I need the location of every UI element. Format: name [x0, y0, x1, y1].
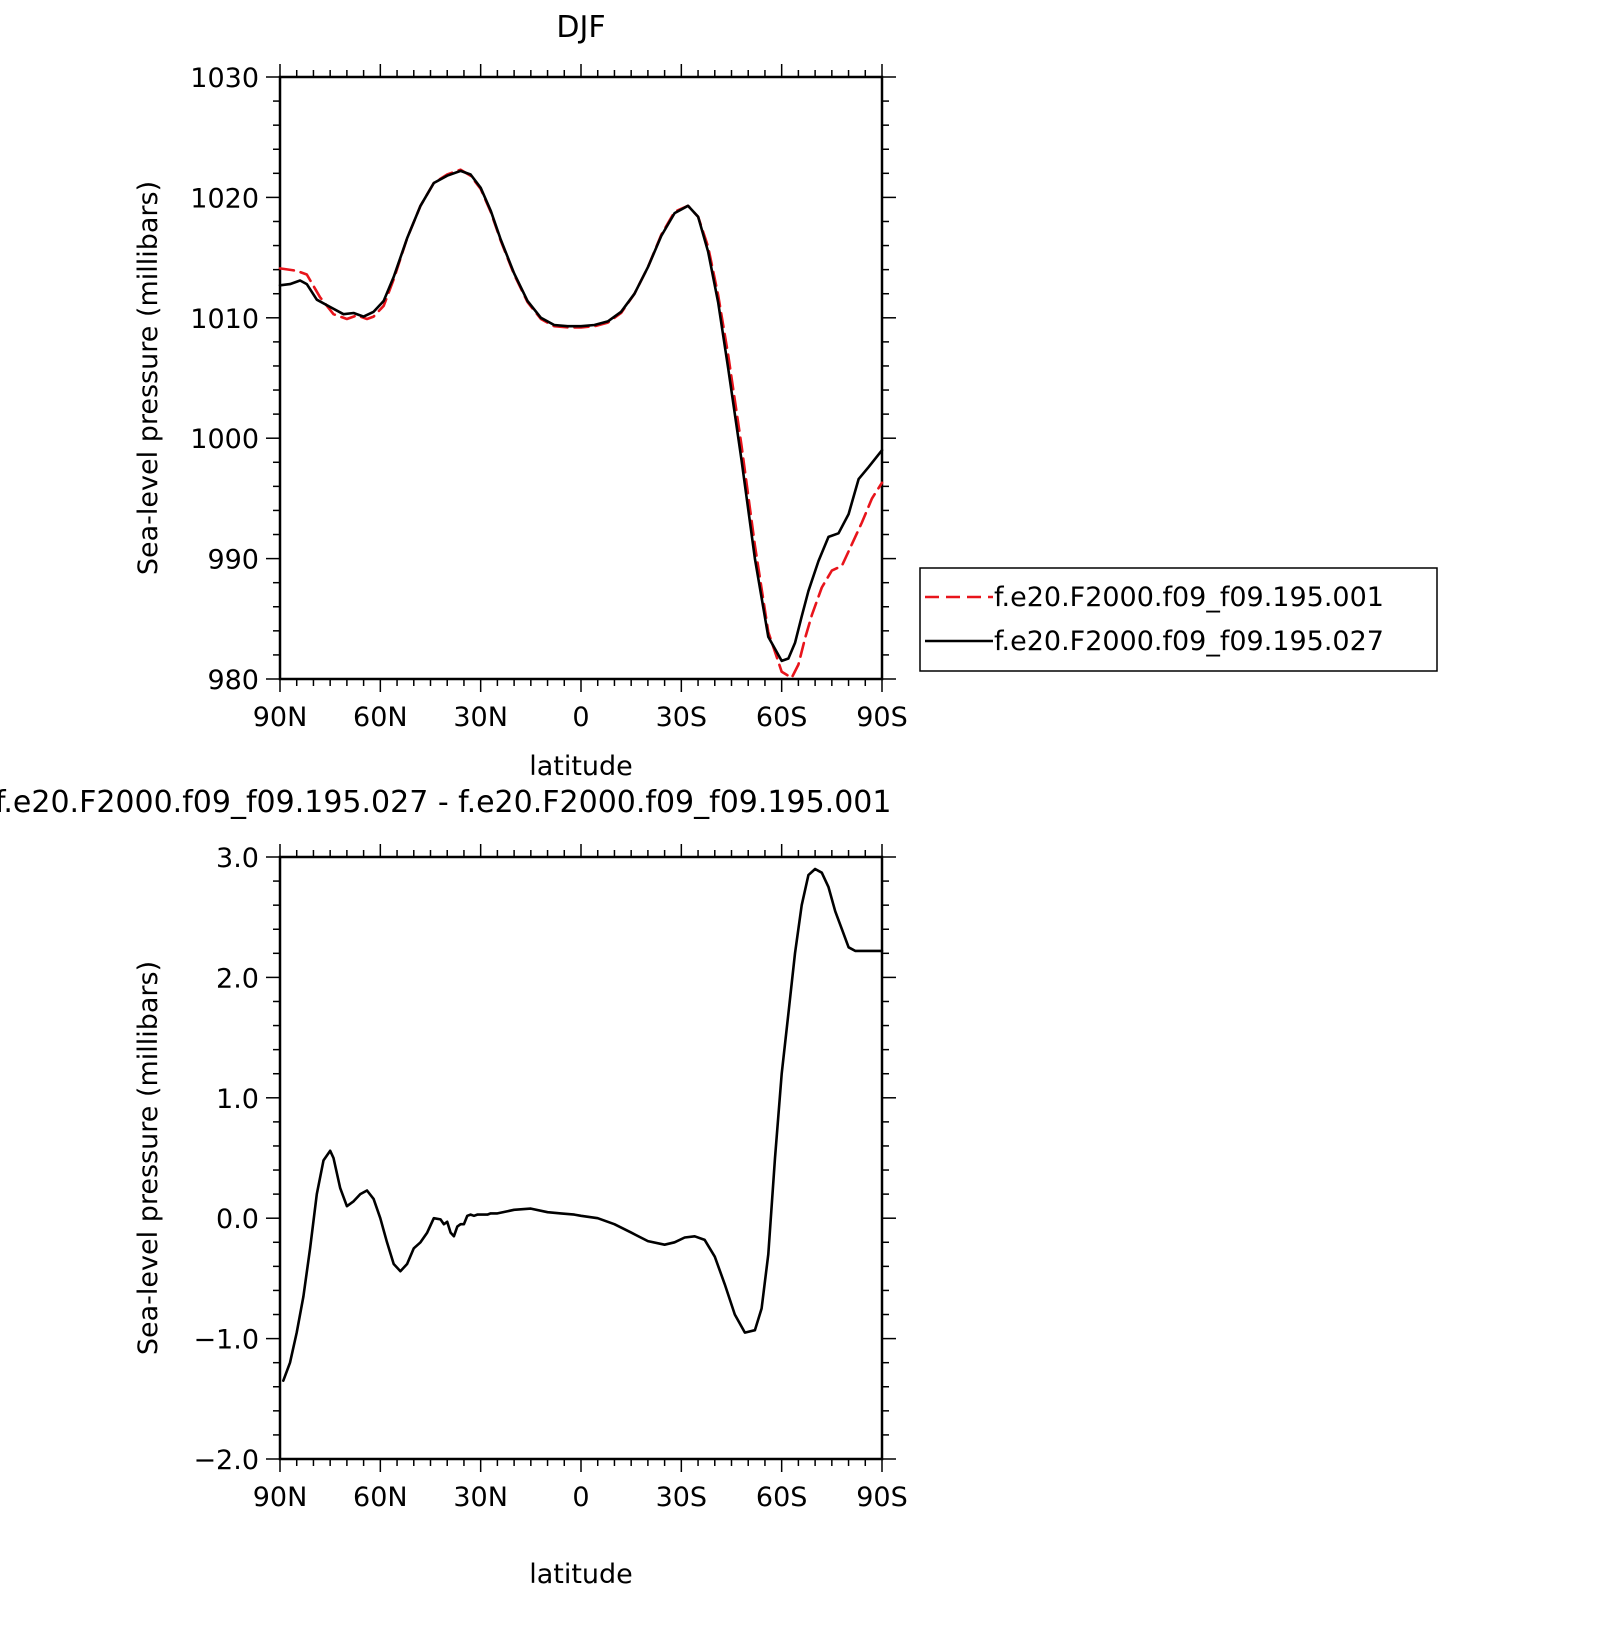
bottom-series-line-1	[281, 867, 884, 1382]
bottom-x-tick-label: 60S	[756, 1482, 808, 1513]
top-x-tick-label: 60S	[756, 702, 808, 733]
bottom-x-tick-label: 60N	[353, 1482, 408, 1513]
bottom-chart-title: f.e20.F2000.f09_f09.195.027 - f.e20.F200…	[0, 785, 891, 820]
top-x-tick-label: 0	[572, 702, 589, 733]
bottom-series-lines	[281, 867, 884, 1382]
bottom-y-tick-label: 3.0	[216, 843, 259, 874]
top-chart-title: DJF	[556, 10, 605, 45]
bottom-y-tick-label: −1.0	[193, 1325, 259, 1356]
top-x-tick-label: 60N	[353, 702, 408, 733]
top-x-tick-label: 90N	[253, 702, 308, 733]
top-series-lines	[278, 168, 884, 680]
top-y-tick-label: 1010	[190, 304, 259, 335]
bottom-plot-frame	[278, 855, 884, 1461]
bottom-x-tick-label: 0	[572, 1482, 589, 1513]
top-y-axis-label: Sea-level pressure (millibars)	[133, 181, 164, 575]
top-x-tick-label: 30N	[453, 702, 508, 733]
bottom-x-tick-labels: 90N 60N 30N 0 30S 60S 90S	[253, 1482, 908, 1513]
bottom-ticks	[266, 844, 896, 1472]
bottom-x-axis-label: latitude	[529, 1559, 633, 1590]
top-x-axis-label: latitude	[529, 751, 633, 782]
bottom-y-axis-label: Sea-level pressure (millibars)	[133, 961, 164, 1355]
top-y-tick-label: 1020	[190, 183, 259, 214]
bottom-y-tick-labels: −2.0 −1.0 0.0 1.0 2.0 3.0	[193, 843, 259, 1476]
bottom-x-tick-label: 30S	[656, 1482, 708, 1513]
top-plot-frame	[278, 75, 884, 681]
top-y-tick-label: 980	[207, 665, 259, 696]
top-y-tick-label: 1000	[190, 424, 259, 455]
top-series-line-2	[278, 169, 884, 663]
top-x-tick-label: 30S	[656, 702, 708, 733]
legend-box	[919, 567, 1438, 672]
bottom-y-tick-label: 0.0	[216, 1204, 259, 1235]
bottom-x-tick-label: 90S	[856, 1482, 908, 1513]
bottom-panel: f.e20.F2000.f09_f09.195.027 - f.e20.F200…	[0, 785, 908, 1590]
bottom-y-tick-label: 1.0	[216, 1084, 259, 1115]
legend-label-series-1: f.e20.F2000.f09_f09.195.001	[994, 582, 1384, 613]
bottom-y-tick-label: 2.0	[216, 963, 259, 994]
top-series-line-1	[278, 168, 884, 680]
top-y-tick-label: 990	[207, 545, 259, 576]
top-y-tick-labels: 980 990 1000 1010 1020 1030	[190, 63, 259, 696]
top-ticks	[266, 64, 896, 692]
top-panel: DJF 90N 60N 30N 0 30S 60S 90S 980 990 1000 1010 10…	[133, 10, 1438, 782]
top-x-tick-labels: 90N 60N 30N 0 30S 60S 90S	[253, 702, 908, 733]
legend-label-series-2: f.e20.F2000.f09_f09.195.027	[994, 626, 1384, 657]
legend: f.e20.F2000.f09_f09.195.001 f.e20.F2000.…	[919, 567, 1438, 672]
top-x-tick-label: 90S	[856, 702, 908, 733]
bottom-y-tick-label: −2.0	[193, 1445, 259, 1476]
bottom-x-tick-label: 30N	[453, 1482, 508, 1513]
bottom-x-tick-label: 90N	[253, 1482, 308, 1513]
top-y-tick-label: 1030	[190, 63, 259, 94]
